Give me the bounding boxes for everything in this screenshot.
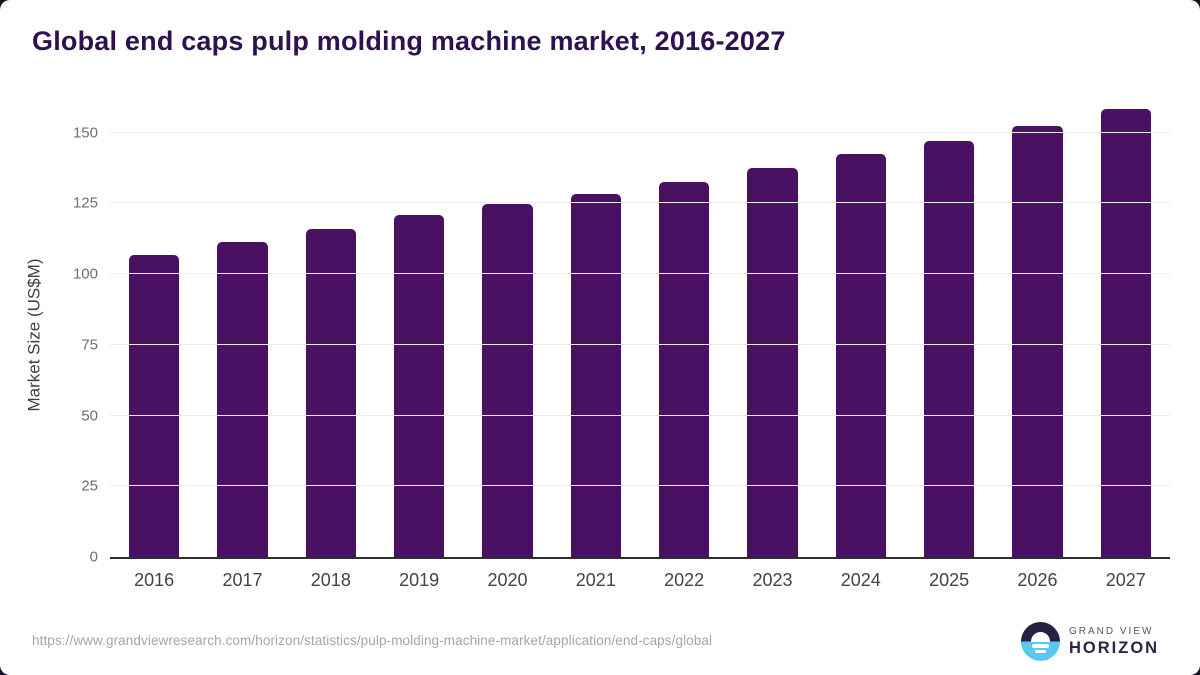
x-tick-label-2023: 2023 bbox=[752, 570, 793, 590]
bar-slot-2023 bbox=[728, 111, 816, 557]
bar-2019 bbox=[393, 215, 445, 557]
y-axis-title-text: Market Size (US$M) bbox=[25, 258, 44, 412]
bar-slot-2020 bbox=[463, 111, 551, 557]
y-axis-title: Market Size (US$M) bbox=[14, 111, 56, 559]
x-tick-label-2018: 2018 bbox=[310, 570, 351, 590]
bar-2021 bbox=[570, 193, 621, 557]
x-axis-labels: 2016 2017 2018 2019 2020 2021 2022 2023 2024 2025… bbox=[110, 570, 1170, 591]
chart-title: Global end caps pulp molding machine mar… bbox=[32, 26, 786, 56]
y-tick-label-0: 0 bbox=[89, 548, 98, 566]
bar-2017 bbox=[217, 242, 268, 557]
y-tick-label-25: 25 bbox=[81, 477, 98, 495]
x-tick-label-2026: 2026 bbox=[1017, 570, 1058, 590]
gridline-100 bbox=[110, 273, 1170, 275]
bar-slot-2026 bbox=[993, 111, 1081, 557]
gridline-50 bbox=[110, 414, 1170, 416]
x-tick-label-2017: 2017 bbox=[222, 570, 263, 590]
horizon-stripe bbox=[1035, 649, 1046, 653]
x-tick-label-2019: 2019 bbox=[399, 570, 440, 590]
bar-slot-2019 bbox=[375, 111, 463, 557]
logo-text-grand-view: GRAND VIEW bbox=[1069, 625, 1154, 637]
bar-2024 bbox=[835, 154, 886, 557]
gridline-150 bbox=[110, 131, 1170, 133]
grandview-horizon-logo: GRAND VIEW HORIZON bbox=[1021, 622, 1159, 661]
bar-slot-2025 bbox=[905, 111, 993, 557]
bar-slot-2017 bbox=[198, 111, 286, 557]
y-tick-label-75: 75 bbox=[81, 336, 98, 354]
gridline-125 bbox=[110, 202, 1170, 204]
plot-area: 0 25 50 75 100 125 150 bbox=[73, 108, 1170, 566]
bar-slot-2027 bbox=[1082, 108, 1170, 557]
bar-2025 bbox=[923, 140, 975, 557]
y-tick-label-50: 50 bbox=[81, 407, 98, 425]
x-tick-label-2020: 2020 bbox=[487, 570, 528, 590]
bar-2018 bbox=[305, 229, 356, 557]
x-tick-label-2016: 2016 bbox=[134, 570, 175, 590]
x-tick-label-2021: 2021 bbox=[575, 570, 616, 590]
gridline-75 bbox=[110, 343, 1170, 345]
bar-slot-2018 bbox=[287, 111, 375, 557]
gridline-25 bbox=[110, 485, 1170, 487]
bar-slot-2016 bbox=[110, 111, 198, 557]
logo-text: GRAND VIEW HORIZON bbox=[1069, 626, 1159, 658]
bar-slot-2022 bbox=[640, 111, 728, 557]
x-tick-label-2022: 2022 bbox=[664, 570, 705, 590]
sun-shape bbox=[1031, 631, 1050, 642]
bar-2027 bbox=[1100, 108, 1151, 557]
bar-2020 bbox=[482, 203, 533, 557]
bar-2026 bbox=[1012, 125, 1063, 557]
bar-2016 bbox=[128, 254, 180, 557]
x-tick-label-2024: 2024 bbox=[840, 570, 881, 590]
logo-text-horizon: HORIZON bbox=[1069, 638, 1160, 657]
y-tick-label-100: 100 bbox=[72, 265, 98, 283]
bar-slot-2024 bbox=[817, 111, 905, 557]
y-tick-label-125: 125 bbox=[72, 194, 98, 212]
source-url: https://www.grandviewresearch.com/horizo… bbox=[32, 633, 713, 648]
bar-series bbox=[110, 108, 1170, 557]
horizon-stripe bbox=[1032, 644, 1049, 648]
bar-2023 bbox=[747, 168, 798, 557]
bar-slot-2021 bbox=[552, 111, 640, 557]
x-tick-label-2027: 2027 bbox=[1105, 570, 1146, 590]
horizon-sun-icon bbox=[1021, 622, 1060, 661]
y-tick-label-150: 150 bbox=[72, 124, 98, 142]
bar-2022 bbox=[658, 181, 710, 557]
x-tick-label-2025: 2025 bbox=[929, 570, 970, 590]
